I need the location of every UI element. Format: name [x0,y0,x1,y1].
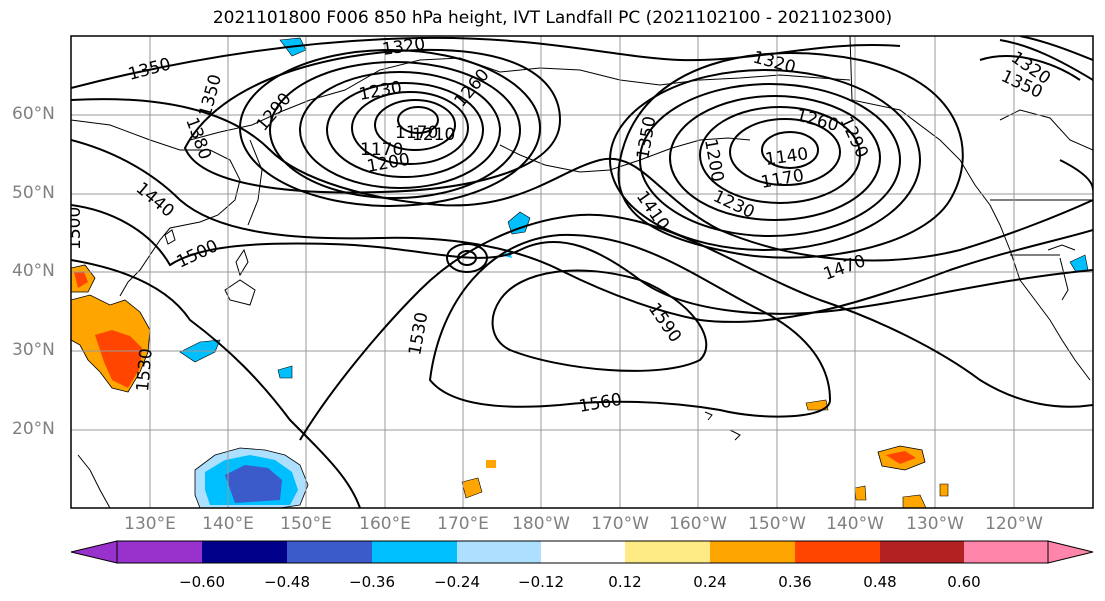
colorbar-tick: 0.48 [863,573,897,591]
map-area: 1350 1320 1350 1380 1290 1230 1260 1170 … [65,34,1093,508]
lon-label: 170°W [591,514,649,534]
lon-label: 150°W [748,514,806,534]
contour-label: 1170 [395,123,438,143]
contour-label: 1210 [412,125,455,145]
map-frame [70,35,1094,509]
colorbar-extend-left [70,540,118,564]
colorbar-swatch [287,541,372,563]
colorbar-tick: −0.48 [264,573,310,591]
lon-label: 160°E [359,514,411,534]
lon-label: 170°E [437,514,489,534]
lon-label: 120°W [985,514,1043,534]
colorbar [70,540,1094,564]
colorbar-tick: −0.12 [518,573,564,591]
contour-label: 1170 [360,140,403,160]
lon-label: 140°W [826,514,884,534]
lon-label: 150°E [280,514,332,534]
contour-label: 1530 [133,348,157,393]
colorbar-swatch [625,541,710,563]
colorbar-swatch [880,541,964,563]
colorbar-tick: 0.60 [947,573,981,591]
colorbar-swatch [795,541,880,563]
colorbar-tick: −0.60 [179,573,225,591]
contour-label: 1320 [381,34,427,60]
colorbar-tick: 0.24 [693,573,727,591]
colorbar-tick: 0.12 [608,573,642,591]
lon-label: 180°W [512,514,570,534]
lon-label: 160°W [669,514,727,534]
colorbar-tick: −0.36 [349,573,395,591]
contour-label: 1500 [65,207,85,250]
colorbar-swatch [117,541,202,563]
lon-label: 140°E [202,514,254,534]
lat-label: 40°N [12,261,55,281]
lon-label: 130°W [906,514,964,534]
colorbar-extend-right [1047,540,1094,564]
colorbar-swatch [372,541,457,563]
colorbar-swatch [964,541,1048,563]
lat-label: 30°N [12,340,55,360]
colorbar-tick: −0.24 [434,573,480,591]
colorbar-swatch [457,541,541,563]
lat-label: 60°N [12,104,55,124]
lat-label: 50°N [12,183,55,203]
colorbar-swatch [710,541,795,563]
colorbar-swatch [541,541,625,563]
map-title: 2021101800 F006 850 hPa height, IVT Land… [212,8,893,28]
lat-label: 20°N [12,419,55,439]
height-contours [71,36,1093,508]
colorbar-swatch [202,541,287,563]
colorbar-tick: 0.36 [778,573,812,591]
lon-label: 130°E [124,514,176,534]
